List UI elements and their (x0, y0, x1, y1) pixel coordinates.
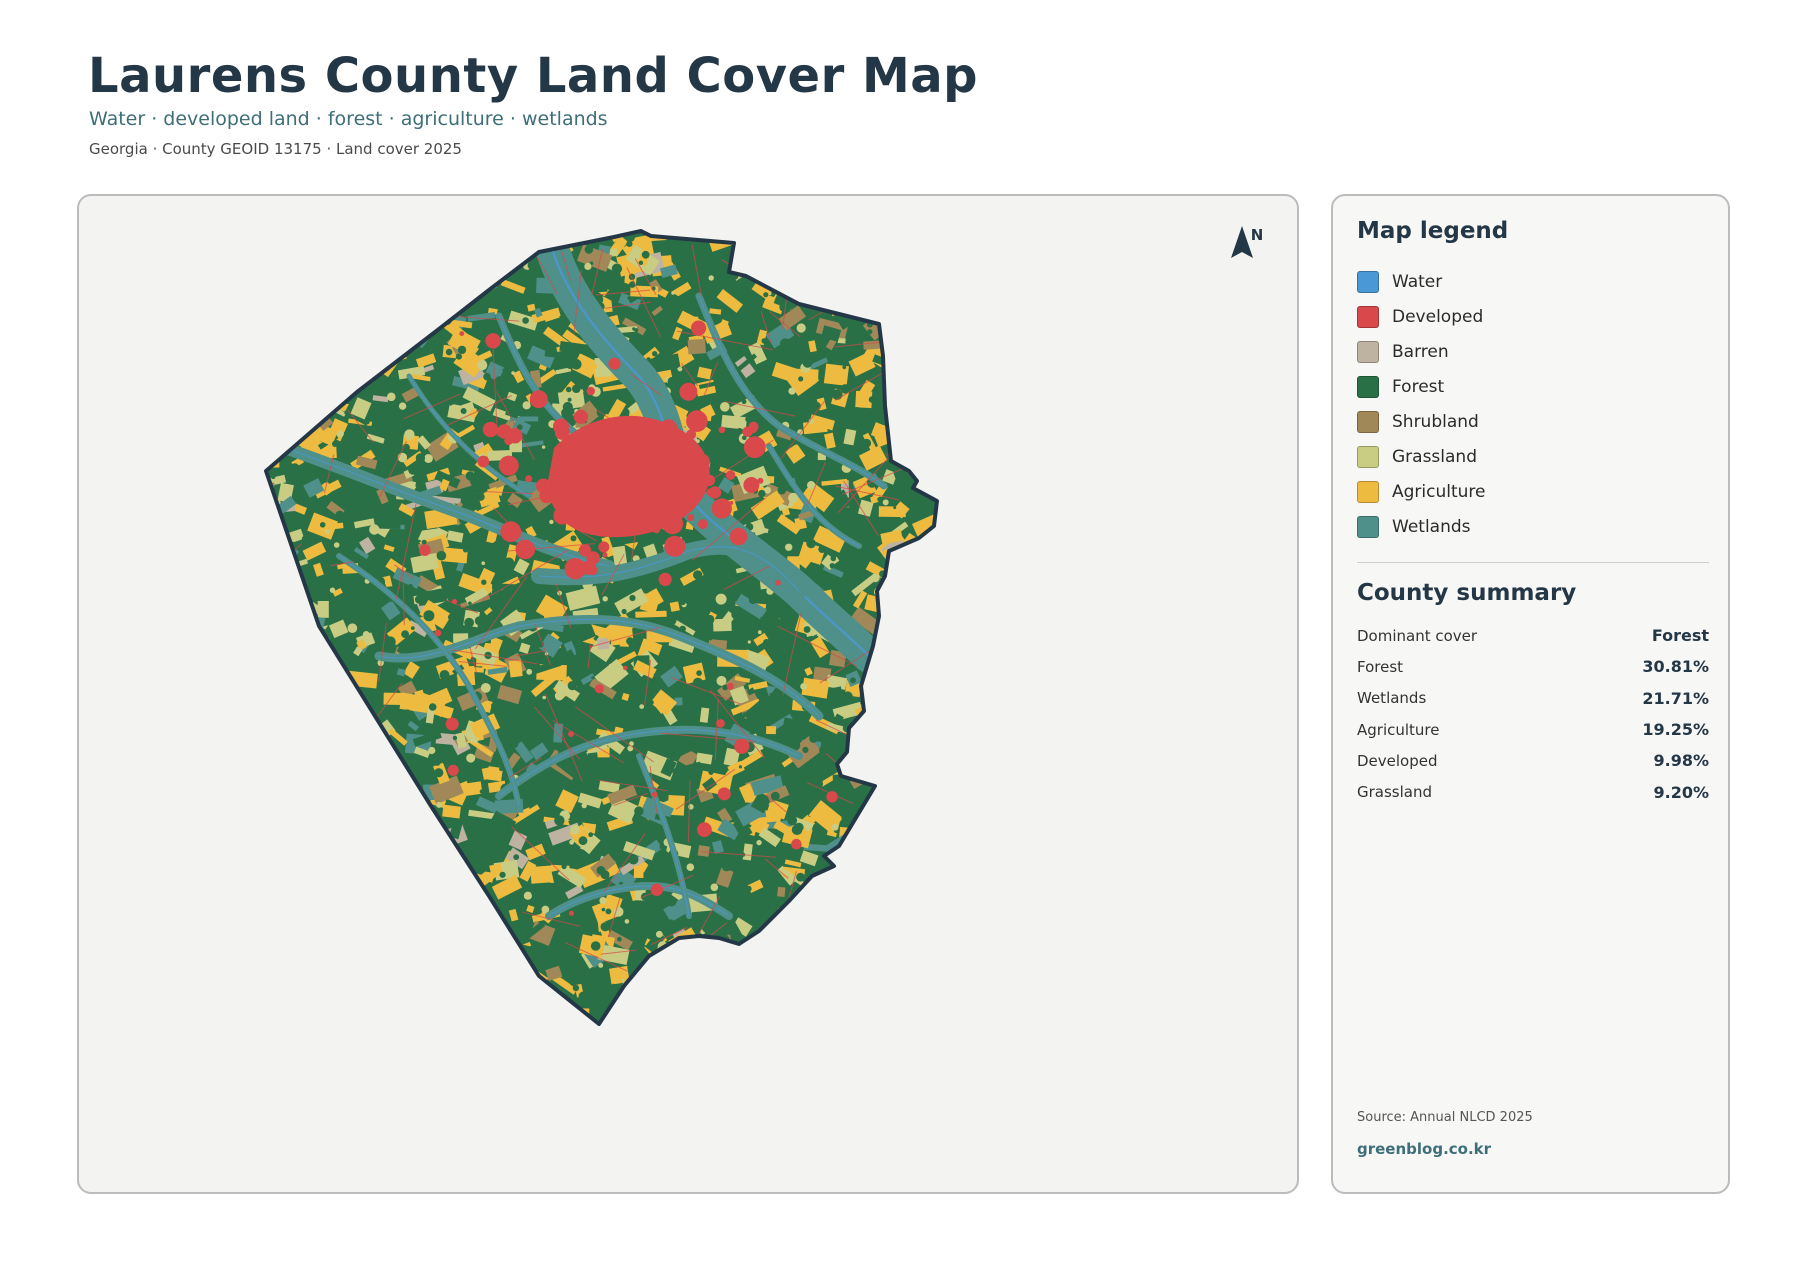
summary-row-label: Wetlands (1357, 689, 1427, 708)
legend-item-agriculture[interactable]: Agriculture (1357, 474, 1717, 509)
legend-label: Water (1392, 271, 1443, 292)
summary-row: Forest 30.81% (1357, 651, 1709, 682)
page-title: Laurens County Land Cover Map (88, 48, 978, 104)
north-label: N (1250, 226, 1264, 244)
water-swatch (1357, 270, 1379, 293)
county-land-cover-map[interactable] (79, 196, 1299, 1194)
legend-item-barren[interactable]: Barren (1357, 334, 1717, 369)
summary-title: County summary (1357, 580, 1577, 606)
summary-row-label: Agriculture (1357, 720, 1440, 739)
summary-row: Dominant cover Forest (1357, 620, 1709, 651)
county-summary-table: Dominant cover Forest Forest 30.81% Wetl… (1357, 620, 1709, 808)
legend-label: Developed (1392, 306, 1484, 327)
legend-item-forest[interactable]: Forest (1357, 369, 1717, 404)
developed-swatch (1357, 305, 1379, 328)
shrubland-swatch (1357, 410, 1379, 433)
legend-label: Shrubland (1392, 411, 1479, 432)
summary-row: Developed 9.98% (1357, 745, 1709, 776)
page-meta: Georgia · County GEOID 13175 · Land cove… (89, 140, 462, 158)
legend-item-wetlands[interactable]: Wetlands (1357, 509, 1717, 544)
side-panel: Map legend Water Developed Barren Forest… (1331, 194, 1730, 1194)
legend-item-water[interactable]: Water (1357, 264, 1717, 299)
summary-row-label: Grassland (1357, 783, 1432, 802)
wetlands-swatch (1357, 515, 1379, 538)
legend-item-grassland[interactable]: Grassland (1357, 439, 1717, 474)
barren-swatch (1357, 340, 1379, 363)
legend-item-shrubland[interactable]: Shrubland (1357, 404, 1717, 439)
summary-row: Grassland 9.20% (1357, 776, 1709, 807)
summary-row-label: Dominant cover (1357, 626, 1478, 645)
summary-row-label: Developed (1357, 751, 1438, 770)
summary-row-value: 9.98% (1653, 751, 1709, 771)
grassland-swatch (1357, 445, 1379, 468)
summary-row-value: 19.25% (1642, 720, 1709, 740)
legend-label: Grassland (1392, 446, 1477, 467)
summary-row-label: Forest (1357, 657, 1404, 676)
north-arrow-icon (1231, 226, 1253, 258)
map-panel[interactable]: N (77, 194, 1299, 1194)
agriculture-swatch (1357, 480, 1379, 503)
divider (1357, 562, 1709, 563)
land-cover-raster (266, 231, 937, 1024)
summary-row: Wetlands 21.71% (1357, 683, 1709, 714)
summary-row-value: 9.20% (1653, 782, 1709, 802)
page-subtitle: Water · developed land · forest · agricu… (89, 108, 608, 130)
legend-label: Agriculture (1392, 481, 1486, 502)
legend-label: Forest (1392, 376, 1445, 397)
county-boundary (264, 229, 939, 1026)
legend-item-developed[interactable]: Developed (1357, 299, 1717, 334)
legend-list: Water Developed Barren Forest Shrubland … (1357, 264, 1717, 544)
legend-label: Wetlands (1392, 516, 1471, 537)
summary-row-value: 21.71% (1642, 688, 1709, 708)
legend-label: Barren (1392, 341, 1449, 362)
legend-title: Map legend (1357, 218, 1509, 244)
north-arrow: N (1227, 224, 1287, 258)
site-link[interactable]: greenblog.co.kr (1357, 1140, 1492, 1158)
forest-swatch (1357, 375, 1379, 398)
source-note: Source: Annual NLCD 2025 (1357, 1110, 1533, 1125)
summary-row-value: 30.81% (1642, 657, 1709, 677)
summary-row-value: Forest (1651, 626, 1709, 646)
summary-row: Agriculture 19.25% (1357, 714, 1709, 745)
